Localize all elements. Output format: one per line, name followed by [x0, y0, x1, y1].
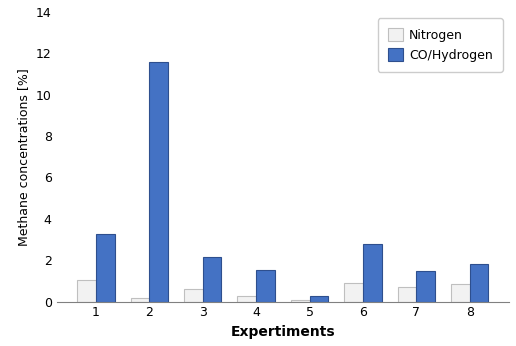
Bar — [470, 264, 489, 302]
Bar — [363, 244, 382, 302]
Legend: Nitrogen, CO/Hydrogen: Nitrogen, CO/Hydrogen — [378, 18, 503, 72]
Bar — [184, 289, 203, 302]
Bar — [131, 298, 149, 302]
Bar — [451, 284, 470, 302]
Bar — [237, 296, 256, 302]
Bar — [203, 257, 221, 302]
Bar — [398, 287, 416, 302]
Bar — [256, 270, 275, 302]
X-axis label: Expertiments: Expertiments — [231, 325, 335, 339]
Bar — [310, 296, 328, 302]
Y-axis label: Methane concentrations [%]: Methane concentrations [%] — [17, 68, 30, 246]
Bar — [77, 280, 96, 302]
Bar — [291, 300, 310, 302]
Bar — [416, 271, 435, 302]
Bar — [149, 62, 168, 302]
Bar — [344, 283, 363, 302]
Bar — [96, 234, 115, 302]
